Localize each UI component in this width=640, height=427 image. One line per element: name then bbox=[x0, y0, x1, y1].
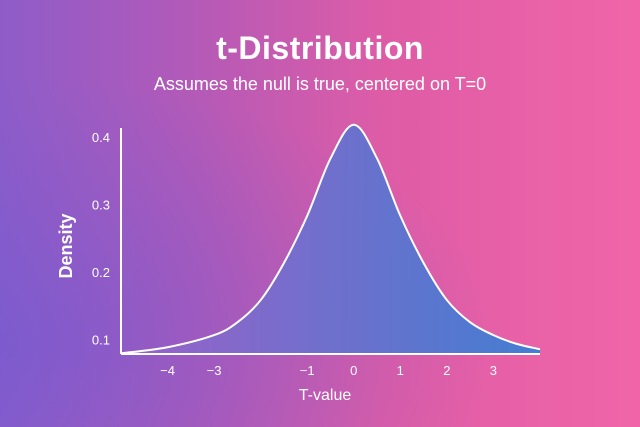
y-tick-label: 0.1 bbox=[92, 333, 110, 348]
y-axis-title: Density bbox=[56, 213, 76, 278]
y-tick-label: 0.4 bbox=[92, 130, 110, 145]
x-tick-label: 1 bbox=[397, 363, 404, 378]
x-tick-label: 0 bbox=[350, 363, 357, 378]
chart-title: t-Distribution bbox=[216, 30, 424, 66]
x-tick-label: 3 bbox=[490, 363, 497, 378]
x-tick-label: 2 bbox=[443, 363, 450, 378]
x-axis-title: T-value bbox=[299, 387, 352, 404]
x-tick-label: −4 bbox=[160, 363, 175, 378]
chart-subtitle: Assumes the null is true, centered on T=… bbox=[153, 74, 487, 94]
density-curve bbox=[120, 123, 541, 355]
density-area bbox=[121, 124, 540, 355]
x-tick-label: −1 bbox=[300, 363, 315, 378]
x-tick-label: −3 bbox=[207, 363, 222, 378]
y-tick-label: 0.3 bbox=[92, 198, 110, 213]
y-tick-label: 0.2 bbox=[92, 265, 110, 280]
